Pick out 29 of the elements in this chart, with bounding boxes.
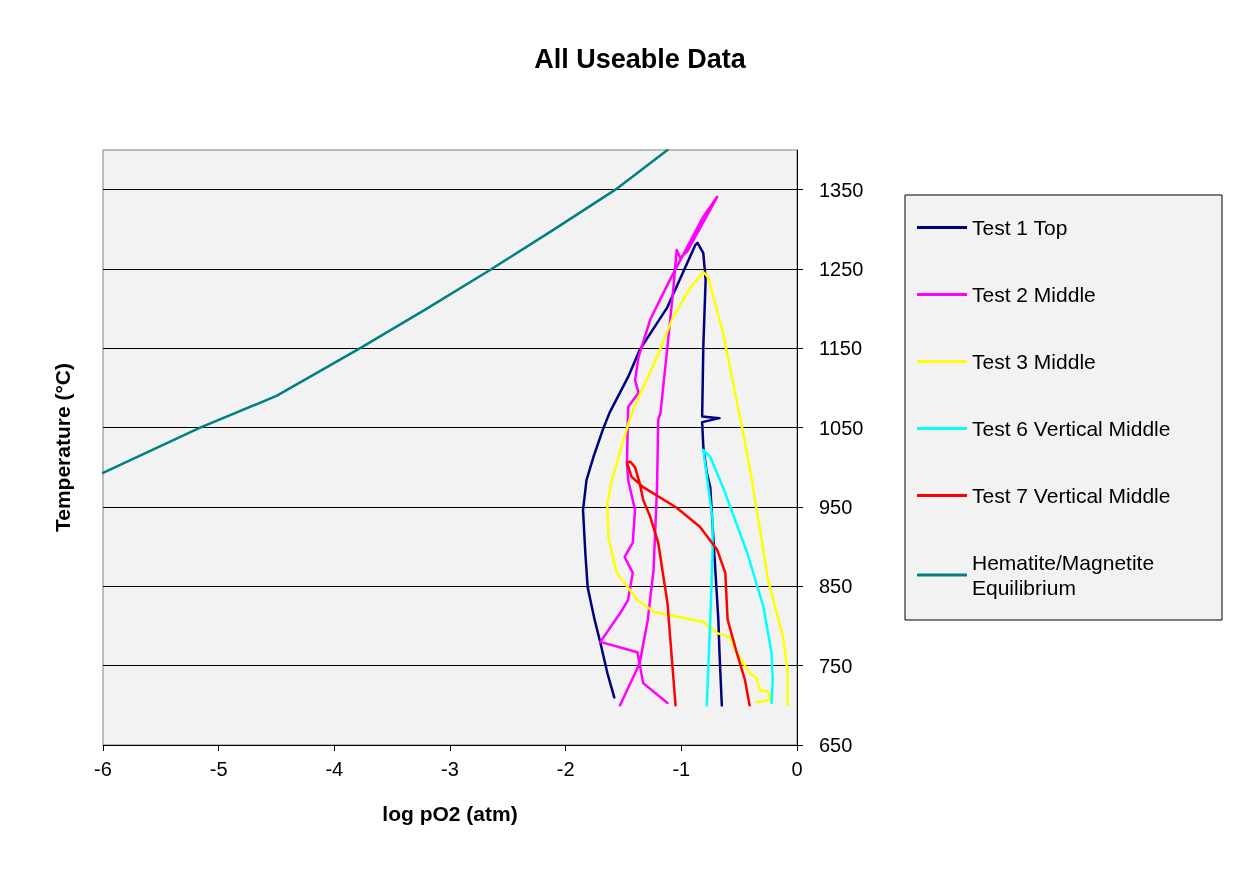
legend-label: Hematite/Magnetite Equilibrium xyxy=(972,551,1160,599)
y-tick-label: 650 xyxy=(819,734,853,756)
x-axis-title: log pO2 (atm) xyxy=(382,802,518,825)
y-tick-label: 1150 xyxy=(819,337,863,360)
chart-title: All Useable Data xyxy=(534,43,747,74)
x-tick-label: 0 xyxy=(791,758,803,780)
line-series xyxy=(606,270,789,707)
legend-label: Test 2 Middle xyxy=(972,283,1096,306)
y-tick-label: 1050 xyxy=(819,416,864,439)
line-series xyxy=(702,448,774,707)
line-series xyxy=(599,195,719,707)
x-tick-label: -2 xyxy=(556,758,575,780)
y-tick-label: 1350 xyxy=(819,178,864,201)
y-axis-title: Temperature (°C) xyxy=(50,362,74,533)
line-series xyxy=(625,460,751,707)
legend-label: Test 3 Middle xyxy=(972,350,1096,373)
y-tick-label: 750 xyxy=(819,654,853,677)
y-tick-label: 950 xyxy=(819,496,853,518)
x-tick-label: -5 xyxy=(209,758,228,780)
line-series xyxy=(101,148,669,475)
y-tick-label: 850 xyxy=(819,575,853,598)
y-tick-label: 1250 xyxy=(819,258,864,280)
legend-label: Test 7 Vertical Middle xyxy=(972,484,1171,507)
legend-label: Test 1 Top xyxy=(972,216,1068,239)
x-tick-label: -4 xyxy=(325,758,344,780)
x-tick-label: -6 xyxy=(94,758,112,780)
x-tick-label: -3 xyxy=(441,758,459,780)
x-tick-label: -1 xyxy=(672,758,691,780)
legend-label: Test 6 Vertical Middle xyxy=(972,417,1171,440)
